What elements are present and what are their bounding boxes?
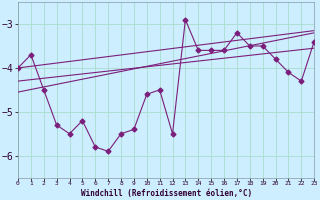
X-axis label: Windchill (Refroidissement éolien,°C): Windchill (Refroidissement éolien,°C) [81, 189, 252, 198]
